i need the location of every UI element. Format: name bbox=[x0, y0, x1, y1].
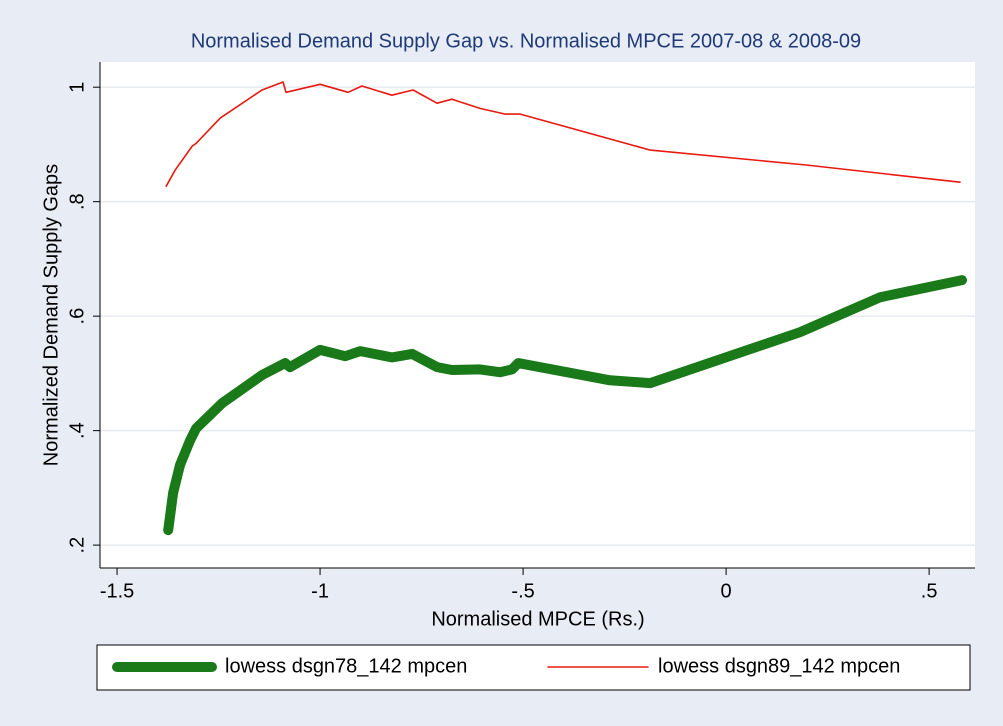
series-line bbox=[165, 81, 961, 187]
x-axis-title: Normalised MPCE (Rs.) bbox=[431, 608, 644, 630]
x-tick-label: -1.5 bbox=[100, 580, 134, 602]
x-tick-label: -1 bbox=[311, 580, 329, 602]
y-tick-label: .8 bbox=[66, 193, 88, 210]
x-tick-label: .5 bbox=[921, 580, 938, 602]
legend bbox=[96, 644, 971, 691]
y-tick-label: .4 bbox=[66, 422, 88, 439]
legend-label: lowess dsgn89_142 mpcen bbox=[658, 655, 900, 677]
chart-title: Normalised Demand Supply Gap vs. Normali… bbox=[191, 30, 861, 52]
x-tick-label: 0 bbox=[721, 580, 732, 602]
y-tick-label: 1 bbox=[66, 82, 88, 93]
series-line bbox=[163, 275, 967, 536]
x-tick-label: -.5 bbox=[511, 580, 534, 602]
legend-label: lowess dsgn78_142 mpcen bbox=[225, 655, 467, 677]
y-axis-title: Normalized Demand Supply Gaps bbox=[40, 164, 62, 466]
y-tick-label: .2 bbox=[66, 537, 88, 554]
y-tick-label: .6 bbox=[66, 308, 88, 325]
